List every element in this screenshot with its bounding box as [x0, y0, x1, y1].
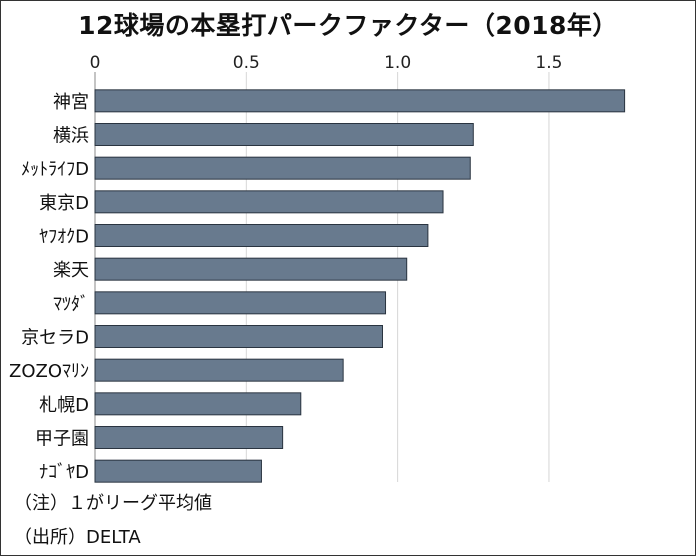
- bar: [94, 426, 284, 449]
- x-tick-label: 1.0: [384, 53, 411, 73]
- x-tick-label: 0: [90, 53, 101, 73]
- category-label: 神宮: [53, 92, 89, 113]
- x-tick-label: 0.5: [233, 53, 260, 73]
- bar: [94, 325, 383, 348]
- bar: [94, 156, 471, 180]
- bar: [94, 358, 344, 382]
- source-note: （出所）DELTA: [14, 527, 141, 548]
- category-label: 札幌D: [39, 395, 89, 416]
- bar: [94, 89, 626, 113]
- bars: [94, 89, 626, 483]
- category-label: ﾔﾌｵｸD: [39, 227, 89, 248]
- chart-title: 12球場の本塁打パークファクター（2018年）: [78, 11, 618, 40]
- bar: [94, 224, 429, 247]
- category-label: 東京D: [39, 193, 89, 214]
- category-label: 甲子園: [35, 429, 89, 450]
- category-label: ﾅｺﾞﾔD: [39, 462, 89, 483]
- category-label: 京セラD: [21, 328, 89, 349]
- bar: [94, 392, 302, 416]
- category-label: 楽天: [53, 260, 89, 281]
- bar: [94, 459, 262, 483]
- bar: [94, 257, 408, 281]
- category-label: ﾒｯﾄﾗｲﾌD: [21, 159, 89, 180]
- footnote: （注）１がリーグ平均値: [14, 493, 212, 514]
- bar: [94, 190, 444, 214]
- category-label: 横浜: [53, 126, 89, 147]
- x-tick-label: 1.5: [535, 53, 562, 73]
- x-axis-ticks: 0 0.5 1.0 1.5: [90, 53, 563, 73]
- category-label: ZOZOﾏﾘﾝ: [9, 361, 89, 382]
- bar: [94, 291, 387, 315]
- bar: [94, 123, 474, 146]
- category-label: ﾏﾂﾀﾞ: [53, 294, 89, 315]
